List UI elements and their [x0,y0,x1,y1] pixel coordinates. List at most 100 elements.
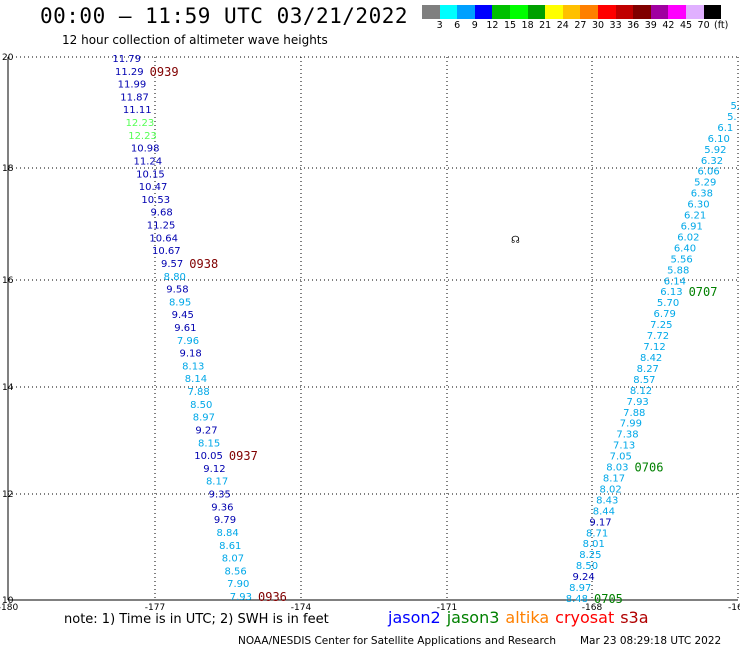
colorbar-swatch [474,5,493,19]
colorbar-label: 36 [627,20,640,31]
legend-s3a: s3a [620,608,649,627]
colorbar-swatch [597,5,616,19]
swh-value: 6.14 [664,276,686,287]
swh-value: 7.72 [647,331,669,342]
time-label: 0938 [189,257,218,271]
swh-value: 9.36 [211,502,233,513]
swh-value: 8.17 [603,473,625,484]
swh-value: 9.57 [161,259,183,270]
latitude-label: 12 [2,490,13,500]
swh-value: 9.61 [174,323,196,334]
swh-value: 8.07 [222,554,244,565]
swh-value: 8.42 [640,353,662,364]
colorbar-swatch [580,5,598,19]
swh-value: 11.79 [112,54,141,65]
latitude-label: 20 [2,53,14,63]
swh-value: 5.56 [670,254,692,265]
swh-value: 9.68 [150,208,172,219]
colorbar-swatch [650,5,669,19]
swh-value: 11.29 [115,67,144,78]
swh-value: 8.17 [206,477,228,488]
legend-jason3: jason3 [446,608,500,627]
swh-value: 9.58 [166,285,188,296]
swh-value: 12.23 [128,131,157,142]
swh-value: 8.01 [583,539,605,550]
swh-value: 9.79 [214,515,236,526]
swh-colorbar [422,5,722,19]
swh-value: 8.84 [217,528,239,539]
swh-value: 8.97 [569,583,591,594]
swh-value: 5. [730,101,740,112]
swh-value: 11.25 [147,221,176,232]
swh-value: 8.48 [566,594,588,605]
swh-value: 7.88 [187,387,209,398]
colorbar-swatch [562,5,581,19]
swh-value: 8.97 [193,413,215,424]
swh-value: 7.25 [650,320,672,331]
swh-value: 7.96 [177,336,199,347]
legend-jason2: jason2 [388,608,441,627]
swh-value: 11.99 [118,80,147,91]
swh-value: 6.02 [677,232,699,243]
swh-value: 7.13 [613,441,635,452]
swh-value: 8.02 [600,484,622,495]
swh-value: 5.70 [657,298,679,309]
swh-value: 8.50 [190,400,212,411]
swh-value: 11.24 [134,156,163,167]
swh-value: 7.12 [643,342,665,353]
swh-value: 8.95 [169,297,191,308]
latitude-label: 18 [2,164,14,174]
swh-value: 6.1 [717,123,733,134]
colorbar-label: 33 [609,20,622,31]
longitude-label: -171 [437,603,457,613]
swh-value: 6.10 [708,134,730,145]
latitude-label: 14 [2,383,14,393]
map-subtitle: 12 hour collection of altimeter wave hei… [62,33,328,47]
swh-value: 10.47 [139,182,168,193]
time-label: 0937 [229,449,258,463]
map-symbol: ☊ [511,235,520,246]
swh-value: 6.91 [681,222,703,233]
swh-value: 12.23 [126,118,155,129]
longitude-labels: -180 -177 -174 -171 -168 -16 [0,603,740,613]
swh-value: 11.87 [120,92,149,103]
colorbar-label: 24 [556,20,569,31]
time-label: 0706 [635,461,664,475]
swh-value: 9.24 [572,572,594,583]
swh-value: 8.27 [637,364,659,375]
swh-value: 9.12 [203,464,225,475]
swh-value: 10.64 [149,233,178,244]
swh-value: 6.13 [660,287,682,298]
swh-value: 7.05 [610,452,632,463]
swh-value: 8.43 [596,495,618,506]
swh-value: 6.38 [691,189,713,200]
swh-value: 6.32 [701,156,723,167]
colorbar-label: 42 [662,20,675,31]
swh-value: 5. [727,112,737,123]
swh-value: 6.21 [684,211,706,222]
swh-value: 10.05 [194,451,223,462]
map-grid [7,56,739,601]
latitude-labels: 20 18 16 14 12 10 [2,53,14,606]
longitude-label: -16 [728,603,740,613]
swh-value: 9.17 [589,517,611,528]
swh-value: 8.80 [164,272,186,283]
colorbar-label: 12 [486,20,499,31]
swh-value: 8.56 [224,566,246,577]
swh-value: 5.29 [694,178,716,189]
swh-value: 10.53 [141,195,170,206]
swh-value: 8.13 [182,361,204,372]
swh-value: 8.14 [185,374,207,385]
map-title: 00:00 – 11:59 UTC 03/21/2022 [40,4,409,28]
time-label: 0936 [258,590,287,604]
colorbar-swatch [703,5,722,19]
swh-value: 9.45 [172,310,194,321]
colorbar-swatch [422,5,440,19]
colorbar-label: 39 [644,20,657,31]
swh-value: 7.93 [627,397,649,408]
footer-organization: NOAA/NESDIS Center for Satellite Applica… [238,635,556,647]
swh-value: 8.57 [633,375,655,386]
legend-cryosat: cryosat [555,608,615,627]
colorbar-label: 6 [454,20,461,31]
